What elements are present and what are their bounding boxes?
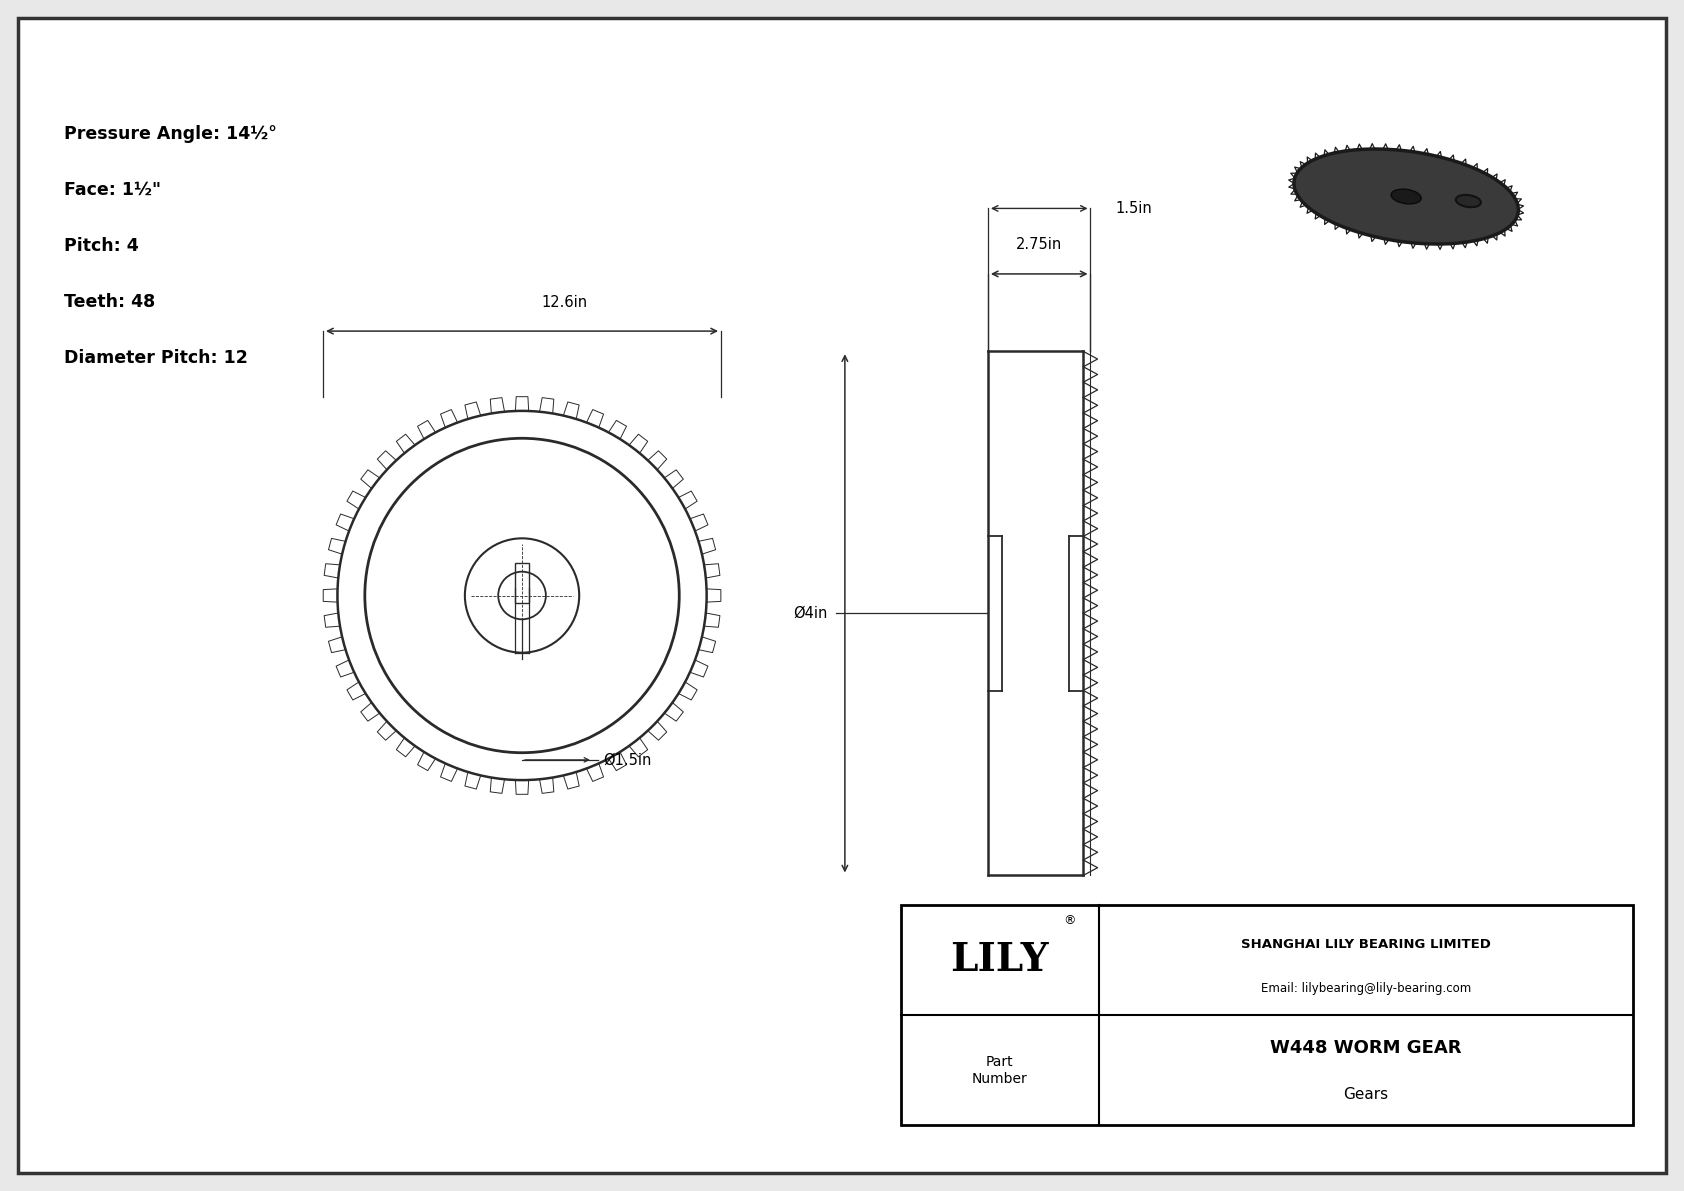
Text: 12.6in: 12.6in bbox=[541, 294, 588, 310]
Text: 2.75in: 2.75in bbox=[1015, 237, 1063, 252]
Text: Teeth: 48: Teeth: 48 bbox=[64, 293, 155, 311]
Text: ®: ® bbox=[1063, 913, 1076, 927]
Text: Part
Number: Part Number bbox=[972, 1055, 1027, 1085]
Text: Gears: Gears bbox=[1344, 1087, 1389, 1102]
Text: Ø4in: Ø4in bbox=[793, 606, 829, 621]
Text: Ø1.5in: Ø1.5in bbox=[603, 753, 652, 767]
Text: LILY: LILY bbox=[950, 941, 1049, 979]
Text: Face: 1½": Face: 1½" bbox=[64, 181, 162, 199]
Text: Pressure Angle: 14½°: Pressure Angle: 14½° bbox=[64, 125, 276, 143]
Text: Email: lilybearing@lily-bearing.com: Email: lilybearing@lily-bearing.com bbox=[1261, 983, 1472, 996]
Text: Pitch: 4: Pitch: 4 bbox=[64, 237, 138, 255]
Text: W448 WORM GEAR: W448 WORM GEAR bbox=[1270, 1040, 1462, 1058]
Bar bbox=[515, 563, 529, 603]
Text: 1.5in: 1.5in bbox=[1116, 201, 1152, 216]
Ellipse shape bbox=[1391, 189, 1421, 204]
Text: SHANGHAI LILY BEARING LIMITED: SHANGHAI LILY BEARING LIMITED bbox=[1241, 939, 1490, 952]
Ellipse shape bbox=[1457, 195, 1480, 207]
Ellipse shape bbox=[1293, 149, 1519, 244]
Bar bbox=[901, 905, 1633, 1125]
Text: Diameter Pitch: 12: Diameter Pitch: 12 bbox=[64, 349, 248, 367]
